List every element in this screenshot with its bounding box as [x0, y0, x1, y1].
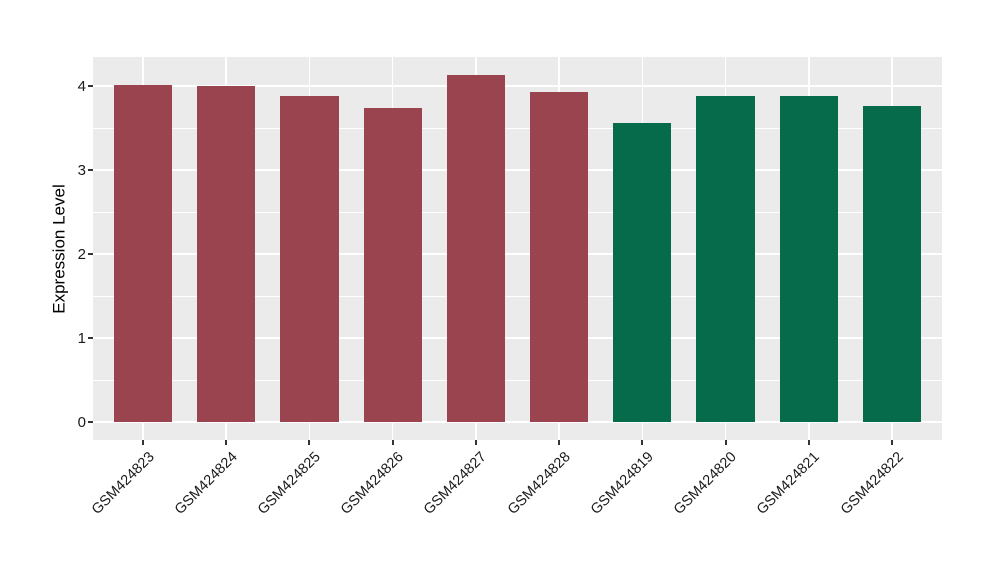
y-tick-mark [88, 85, 93, 88]
gridline-major-h [93, 169, 942, 172]
gridline-minor-h [93, 127, 942, 129]
bar-GSM424827 [446, 74, 505, 423]
y-tick-mark [88, 169, 93, 172]
bar-GSM424820 [696, 95, 755, 423]
x-tick-label: GSM424820 [671, 449, 740, 518]
y-tick-label: 4 [77, 77, 86, 95]
x-tick-mark [141, 440, 144, 445]
gridline-minor-h [93, 379, 942, 381]
x-tick-mark [558, 440, 561, 445]
gridline-minor-h [93, 211, 942, 213]
x-tick-mark [891, 440, 894, 445]
x-tick-mark [391, 440, 394, 445]
y-tick-mark [88, 337, 93, 340]
x-tick-mark [641, 440, 644, 445]
x-tick-label: GSM424823 [88, 449, 158, 518]
x-tick-mark [474, 440, 477, 445]
x-tick-label: GSM424825 [254, 449, 324, 518]
bar-GSM424822 [862, 105, 922, 423]
x-tick-label: GSM424827 [421, 449, 491, 518]
x-tick-label: GSM424821 [754, 449, 824, 518]
x-tick-label: GSM424828 [504, 449, 574, 518]
y-tick-label: 2 [77, 245, 86, 263]
y-tick-label: 0 [77, 413, 86, 431]
x-tick-label: GSM424824 [171, 449, 241, 518]
bar-GSM424826 [363, 108, 422, 423]
x-tick-mark [308, 440, 311, 445]
gridline-major-h [93, 337, 942, 340]
gridline-major-h [93, 253, 942, 256]
y-tick-mark [88, 253, 93, 256]
gridline-major-h [93, 85, 942, 88]
x-tick-label: GSM424822 [837, 449, 907, 518]
bar-GSM424825 [280, 96, 339, 423]
plot-panel [93, 57, 942, 440]
gridline-major-h [93, 421, 942, 424]
bar-GSM424824 [197, 86, 256, 423]
bar-GSM424823 [113, 84, 173, 423]
x-tick-mark [225, 440, 228, 445]
x-tick-mark [724, 440, 727, 445]
x-tick-mark [807, 440, 810, 445]
gridline-minor-h [93, 295, 942, 297]
x-tick-label: GSM424819 [587, 449, 657, 518]
y-tick-label: 1 [77, 329, 86, 347]
bar-GSM424819 [613, 123, 672, 423]
y-tick-label: 3 [77, 161, 86, 179]
bar-GSM424828 [529, 92, 589, 423]
bar-GSM424821 [779, 96, 838, 423]
y-tick-mark [88, 421, 93, 424]
x-tick-label: GSM424826 [338, 449, 407, 518]
